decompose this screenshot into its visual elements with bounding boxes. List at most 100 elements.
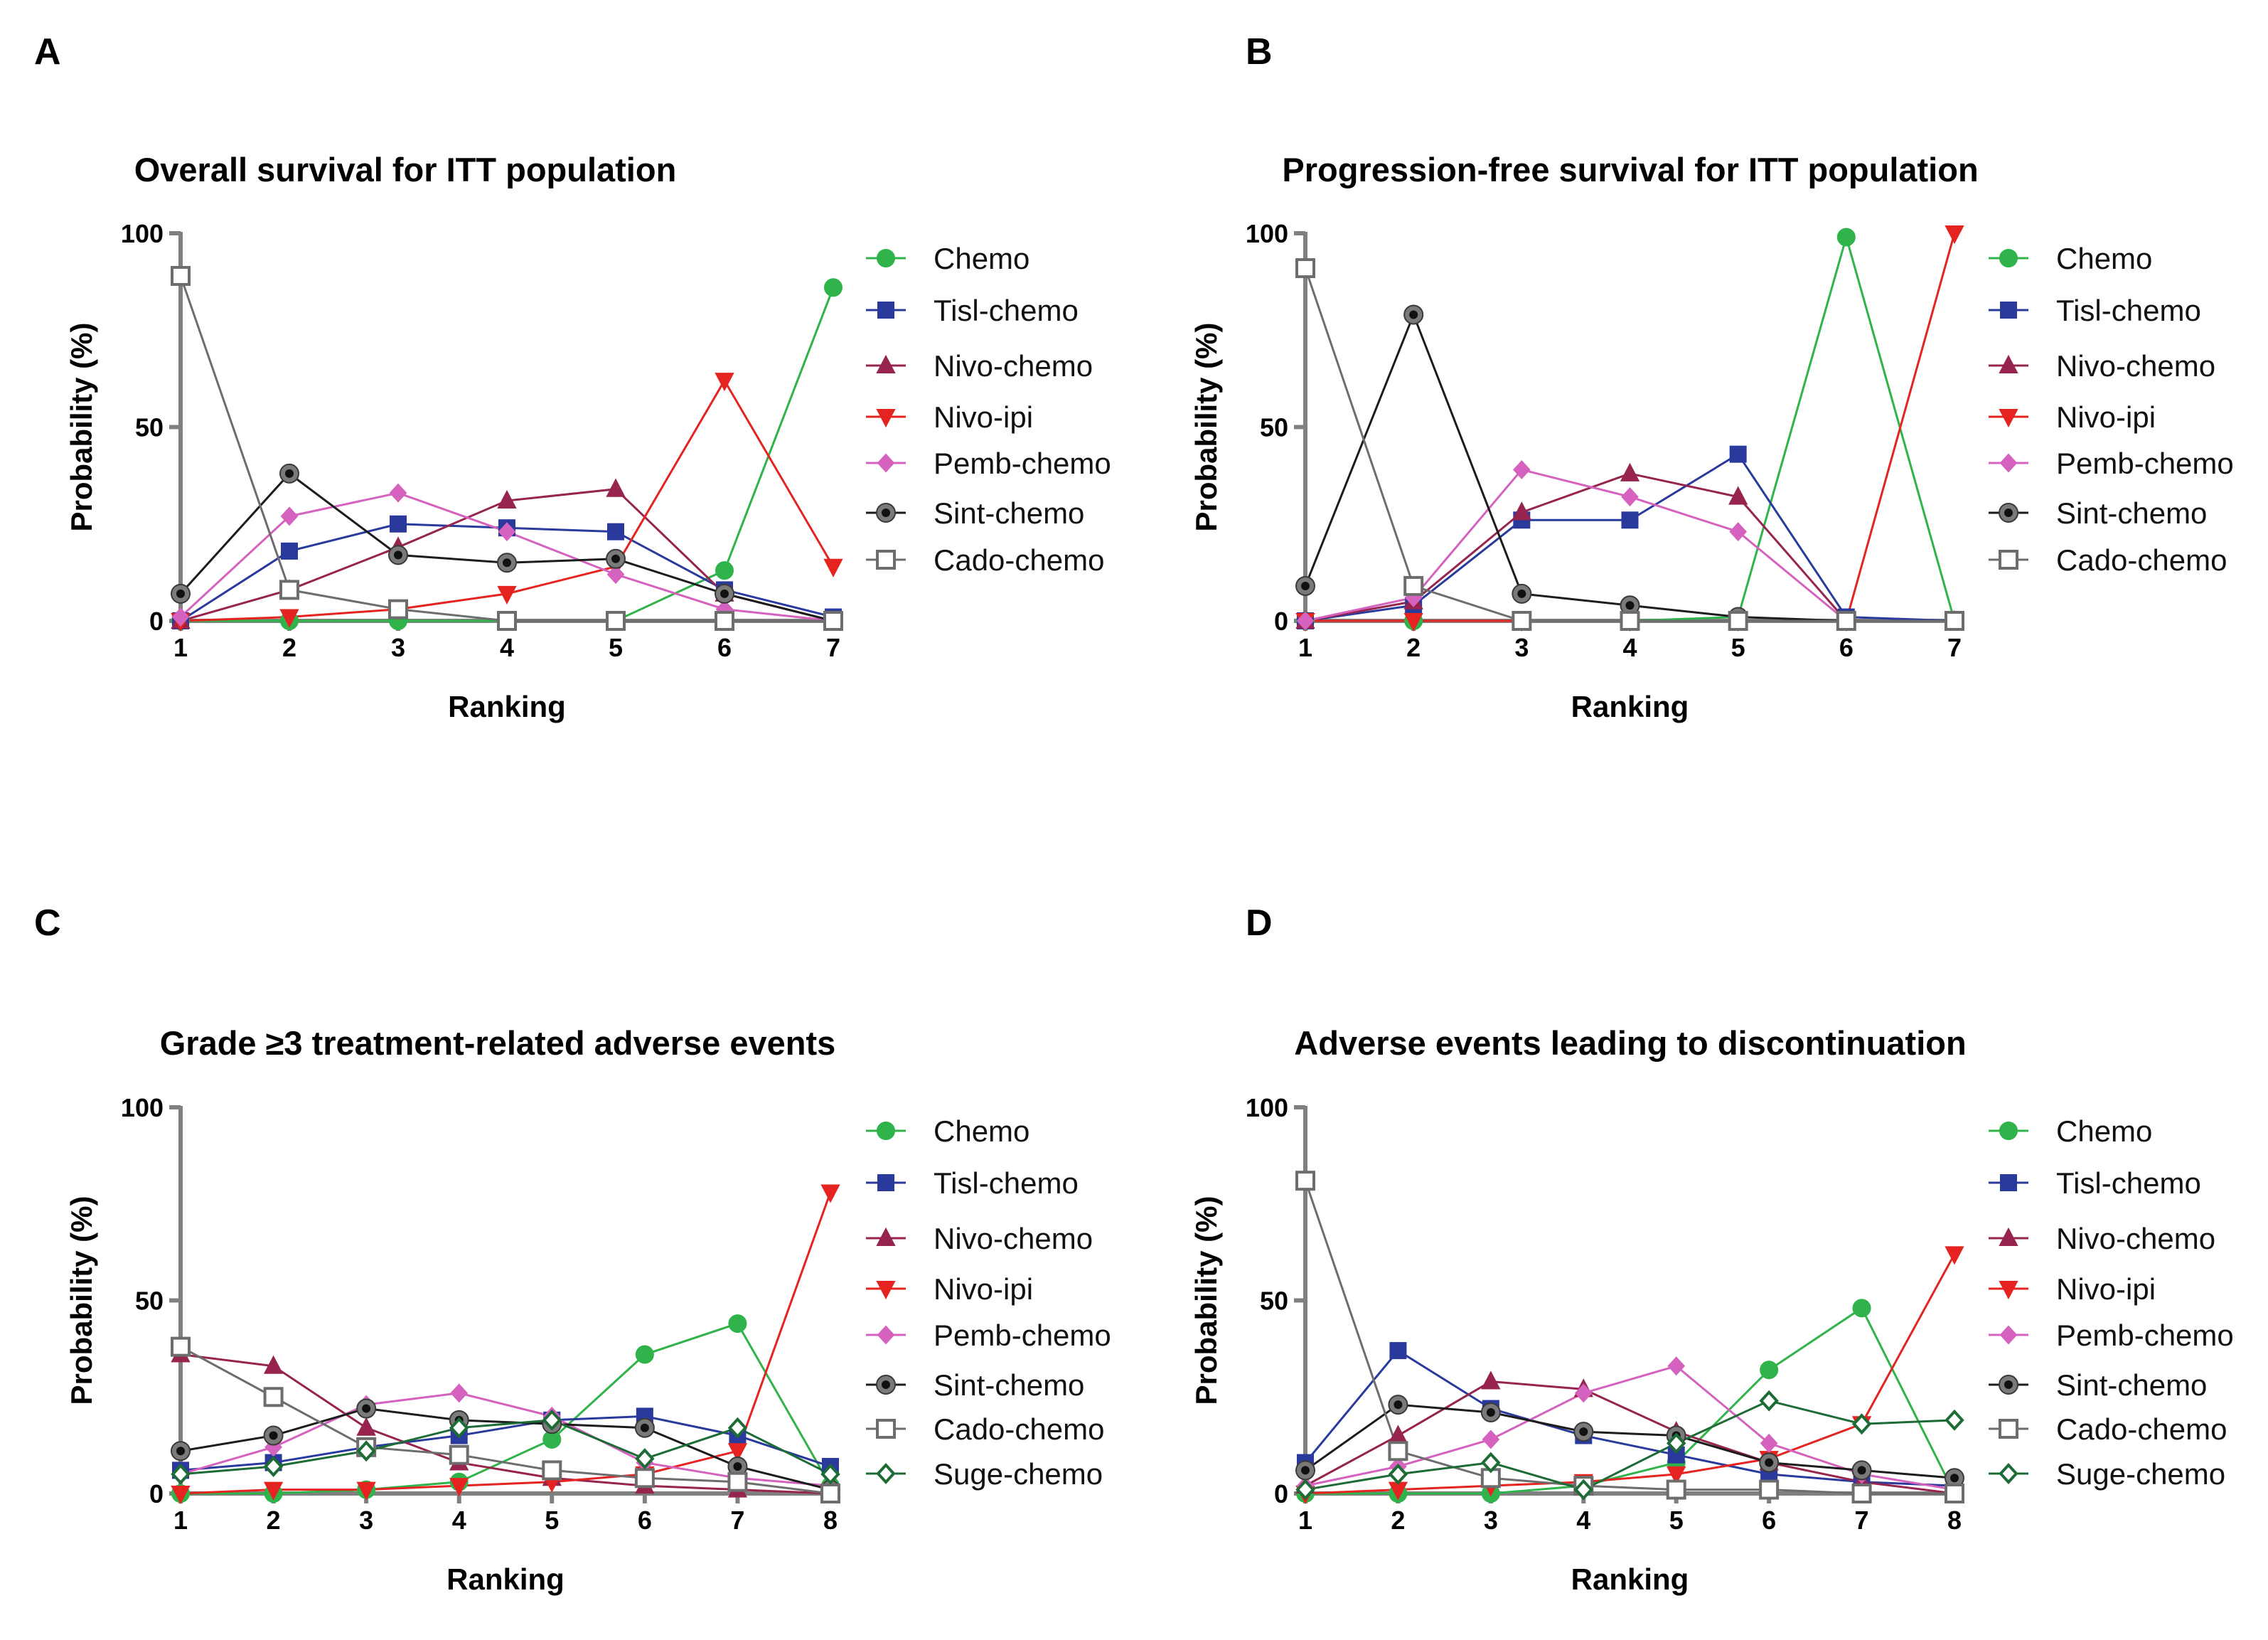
panel-title: Overall survival for ITT population	[134, 151, 677, 188]
point-cado-chemo-8	[1945, 1484, 1964, 1503]
point-suge-chemo-4	[1573, 1479, 1593, 1501]
point-cado-chemo-1	[171, 1336, 191, 1357]
point-suge-chemo-7	[727, 1417, 748, 1439]
point-cado-chemo-6	[1759, 1479, 1780, 1500]
point-cado-chemo-7	[1945, 611, 1964, 631]
series-line-cado-chemo	[1304, 1180, 1954, 1495]
legend-label-sint-chemo: Sint-chemo	[934, 1368, 1084, 1402]
point-pemb-chemo-4	[450, 1383, 469, 1403]
legend-label-pemb-chemo: Pemb-chemo	[2056, 447, 2234, 480]
series-markers	[1295, 225, 1964, 632]
series-line-nivo-chemo	[1305, 1380, 1955, 1495]
x-tick-label: 1	[173, 1506, 188, 1535]
legend-marker-chemo	[877, 1122, 895, 1140]
x-tick-label: 5	[545, 1506, 559, 1535]
point-tisl-chemo-3	[390, 515, 407, 533]
legend-marker-pemb-chemo	[1999, 1325, 2018, 1345]
legend: Chemo Tisl-chemo Nivo-chemo Nivo-ipi Pemb-ch…	[866, 242, 1111, 577]
panel-title: Adverse events leading to discontinuatio…	[1294, 1024, 1966, 1062]
point-sint-chemo-6	[640, 1423, 649, 1432]
series-line-nivo-ipi	[180, 1191, 832, 1495]
legend-marker-sint-chemo	[2004, 508, 2013, 517]
x-tick-label: 3	[359, 1506, 373, 1535]
point-pemb-chemo-5	[1729, 522, 1748, 542]
point-cado-chemo-1	[1295, 258, 1315, 279]
point-sint-chemo-3	[362, 1404, 371, 1413]
point-cado-chemo-7	[727, 1471, 748, 1492]
x-tick-label: 1	[173, 633, 188, 662]
legend-label-suge-chemo: Suge-chemo	[934, 1457, 1103, 1491]
x-axis-label: Ranking	[1571, 690, 1689, 723]
point-chemo-6	[715, 561, 734, 580]
point-suge-chemo-1	[1295, 1479, 1315, 1501]
point-nivo-ipi-3	[356, 1481, 376, 1501]
series-line-pemb-chemo	[180, 1392, 831, 1487]
panel-letter: A	[34, 31, 61, 73]
y-tick-label: 100	[1246, 219, 1288, 248]
series-line-tisl-chemo	[1304, 1349, 1955, 1487]
x-tick-label: 6	[1762, 1506, 1776, 1535]
series-line-chemo	[181, 1322, 832, 1495]
y-axis-label: Probability (%)	[65, 322, 98, 531]
series-line-sint-chemo	[1305, 1403, 1955, 1479]
point-chemo-7	[1852, 1299, 1871, 1318]
point-nivo-chemo-4	[497, 489, 517, 509]
point-nivo-ipi-8	[820, 1184, 840, 1203]
legend-marker-pemb-chemo	[877, 1325, 895, 1345]
point-pemb-chemo-4	[1574, 1383, 1593, 1403]
x-tick-label: 4	[1622, 633, 1637, 662]
point-cado-chemo-7	[823, 611, 843, 631]
x-tick-label: 4	[1576, 1506, 1590, 1535]
series-line-nivo-chemo	[180, 1353, 831, 1495]
legend-marker-nivo-ipi	[1999, 1281, 2018, 1300]
legend-label-tisl-chemo: Tisl-chemo	[934, 1166, 1079, 1200]
point-nivo-ipi-2	[263, 1481, 284, 1501]
series-line-cado-chemo	[1304, 267, 1954, 622]
x-tick-label: 7	[1947, 633, 1962, 662]
legend-label-pemb-chemo: Pemb-chemo	[934, 447, 1111, 480]
point-cado-chemo-6	[715, 611, 734, 631]
point-nivo-chemo-3	[356, 1417, 376, 1436]
point-cado-chemo-4	[1620, 611, 1640, 631]
panel-title: Progression-free survival for ITT popula…	[1282, 151, 1978, 188]
x-tick-label: 3	[391, 633, 405, 662]
point-pemb-chemo-3	[389, 483, 407, 503]
point-sint-chemo-1	[176, 589, 185, 598]
x-tick-label: 4	[500, 633, 514, 662]
point-suge-chemo-2	[1388, 1463, 1408, 1485]
point-nivo-ipi-7	[1945, 225, 1964, 245]
point-nivo-chemo-4	[1620, 462, 1640, 481]
legend-marker-chemo	[1999, 1122, 2018, 1140]
point-nivo-ipi-4	[449, 1478, 469, 1497]
legend-label-nivo-chemo: Nivo-chemo	[2056, 349, 2215, 383]
point-nivo-ipi-1	[171, 1486, 191, 1505]
point-cado-chemo-8	[820, 1484, 840, 1503]
point-suge-chemo-6	[1759, 1390, 1779, 1412]
point-sint-chemo-5	[611, 554, 620, 563]
legend-label-cado-chemo: Cado-chemo	[934, 543, 1104, 577]
point-pemb-chemo-4	[498, 522, 516, 542]
point-suge-chemo-4	[449, 1417, 469, 1439]
legend-marker-pemb-chemo	[1999, 453, 2018, 473]
series-line-suge-chemo	[180, 1419, 831, 1476]
point-pemb-chemo-2	[280, 506, 299, 526]
point-cado-chemo-2	[1403, 575, 1424, 596]
y-tick-label: 50	[1260, 1287, 1288, 1316]
point-nivo-ipi-2	[1403, 613, 1423, 632]
legend-marker-nivo-chemo	[876, 354, 896, 373]
series-markers	[171, 1184, 840, 1505]
y-tick-label: 0	[149, 607, 164, 636]
x-tick-label: 6	[717, 633, 732, 662]
x-tick-label: 4	[452, 1506, 466, 1535]
panel-c: C Grade ≥3 treatment-related adverse even…	[34, 902, 1111, 1596]
point-cado-chemo-2	[279, 580, 299, 600]
point-sint-chemo-6	[1765, 1458, 1774, 1467]
panel-letter: B	[1246, 31, 1273, 73]
legend-marker-suge-chemo	[876, 1463, 896, 1484]
point-suge-chemo-3	[1481, 1452, 1501, 1474]
point-pemb-chemo-5	[606, 565, 625, 585]
point-nivo-chemo-5	[606, 478, 626, 497]
point-cado-chemo-2	[1388, 1441, 1408, 1461]
series-line-nivo-ipi	[1305, 233, 1956, 622]
legend-label-pemb-chemo: Pemb-chemo	[2056, 1319, 2234, 1352]
